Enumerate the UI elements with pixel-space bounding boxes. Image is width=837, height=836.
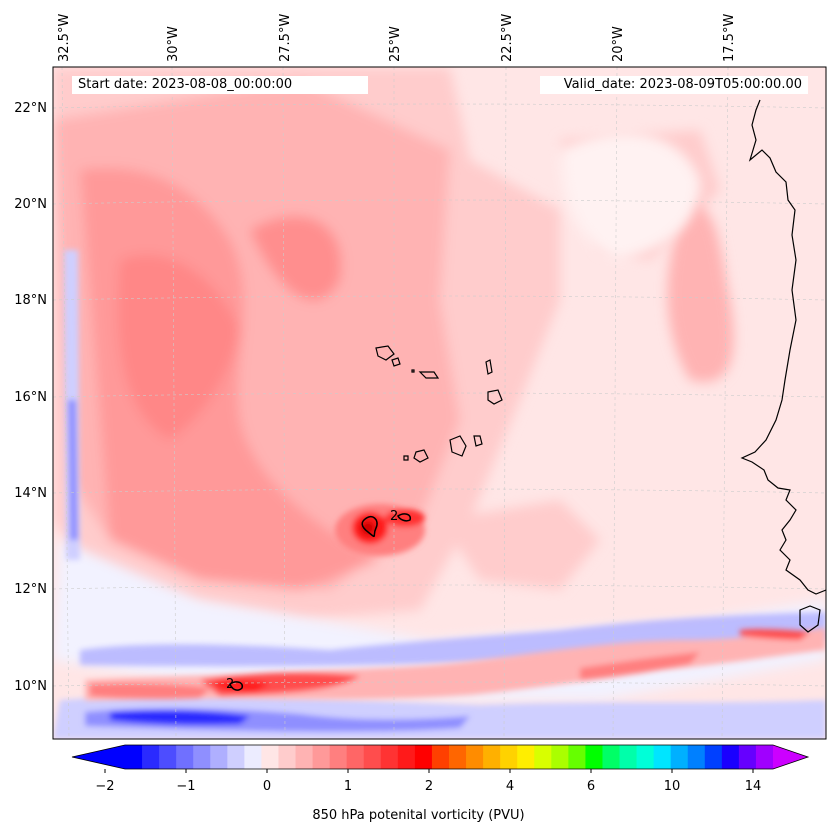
colorbar-segment — [568, 745, 587, 769]
colorbar-segment — [466, 745, 484, 769]
colorbar-segment — [244, 745, 263, 769]
colorbar-segment — [602, 745, 621, 769]
cb-tick-label: −2 — [95, 779, 114, 794]
colorbar-segment — [636, 745, 655, 769]
colorbar-label: 850 hPa potenital vorticity (PVU) — [312, 808, 525, 823]
lon-label: 32.5°W — [57, 14, 72, 62]
colorbar-segment — [431, 745, 450, 769]
colorbar-segment — [670, 745, 689, 769]
contour-label: 2 — [390, 509, 398, 524]
colorbar-segment — [210, 745, 228, 769]
colorbar-segment — [534, 745, 552, 769]
cb-tick-label: 10 — [664, 779, 681, 794]
cb-tick-label: 14 — [745, 779, 762, 794]
colorbar-segment — [483, 745, 501, 769]
colorbar-segment — [329, 745, 348, 769]
longitude-labels: 32.5°W 30°W 27.5°W 25°W 22.5°W 20°W 17.5… — [57, 14, 737, 62]
colorbar-segment — [517, 745, 535, 769]
latitude-labels: 22°N 20°N 18°N 16°N 14°N 12°N 10°N — [14, 101, 47, 694]
colorbar-segment — [125, 745, 143, 769]
colorbar-segment — [704, 745, 723, 769]
colorbar-segment — [346, 745, 365, 769]
colorbar-segment — [193, 745, 211, 769]
colorbar-segment — [687, 745, 706, 769]
lon-label: 25°W — [388, 26, 403, 62]
colorbar-segment — [721, 745, 740, 769]
lat-label: 12°N — [14, 582, 47, 597]
lon-label: 17.5°W — [722, 14, 737, 62]
start-date-label: Start date: 2023-08-08_00:00:00 — [72, 76, 368, 94]
colorbar-segment — [176, 745, 194, 769]
colorbar-segment — [551, 745, 569, 769]
lat-label: 20°N — [14, 197, 47, 212]
colorbar-segment — [295, 745, 314, 769]
colorbar — [71, 744, 810, 770]
lat-label: 22°N — [14, 101, 47, 116]
lon-label: 22.5°W — [500, 14, 515, 62]
colorbar-segment — [312, 745, 331, 769]
colorbar-segment — [397, 745, 416, 769]
colorbar-segment — [653, 745, 672, 769]
colorbar-segment — [449, 745, 467, 769]
lat-label: 16°N — [14, 390, 47, 405]
lon-label: 20°W — [611, 26, 626, 62]
cb-tick-label: 0 — [263, 779, 271, 794]
colorbar-outline — [71, 744, 810, 770]
colorbar-extend-min — [72, 745, 125, 769]
cb-tick-label: 4 — [506, 779, 514, 794]
pv-field: 2 2 — [53, 67, 826, 739]
cb-tick-label: 6 — [587, 779, 595, 794]
colorbar-extend-max — [773, 745, 808, 769]
lon-label: 30°W — [166, 26, 181, 62]
colorbar-ticks — [104, 769, 754, 773]
colorbar-segment — [363, 745, 382, 769]
colorbar-segment — [414, 745, 433, 769]
lat-label: 10°N — [14, 679, 47, 694]
colorbar-segment — [755, 745, 774, 769]
colorbar-segment — [142, 745, 160, 769]
colorbar-segment — [500, 745, 518, 769]
lat-label: 14°N — [14, 486, 47, 501]
valid-date-label: Valid_date: 2023-08-09T05:00:00.00 — [540, 76, 808, 94]
colorbar-segment — [159, 745, 177, 769]
coastline — [375, 99, 826, 633]
lon-label: 27.5°W — [278, 14, 293, 62]
cb-tick-label: 2 — [425, 779, 433, 794]
lat-label: 18°N — [14, 293, 47, 308]
colorbar-segment — [738, 745, 757, 769]
colorbar-segment — [619, 745, 638, 769]
cb-tick-label: −1 — [176, 779, 195, 794]
contour-label: 2 — [226, 677, 234, 692]
cb-tick-label: 1 — [344, 779, 352, 794]
colorbar-segment — [261, 745, 280, 769]
colorbar-segment — [585, 745, 604, 769]
colorbar-segment — [227, 745, 245, 769]
colorbar-segment — [380, 745, 399, 769]
colorbar-tick-labels: −2 −1 0 1 2 4 6 10 14 — [95, 779, 761, 794]
map-frame — [52, 66, 827, 740]
colorbar-segment — [278, 745, 297, 769]
